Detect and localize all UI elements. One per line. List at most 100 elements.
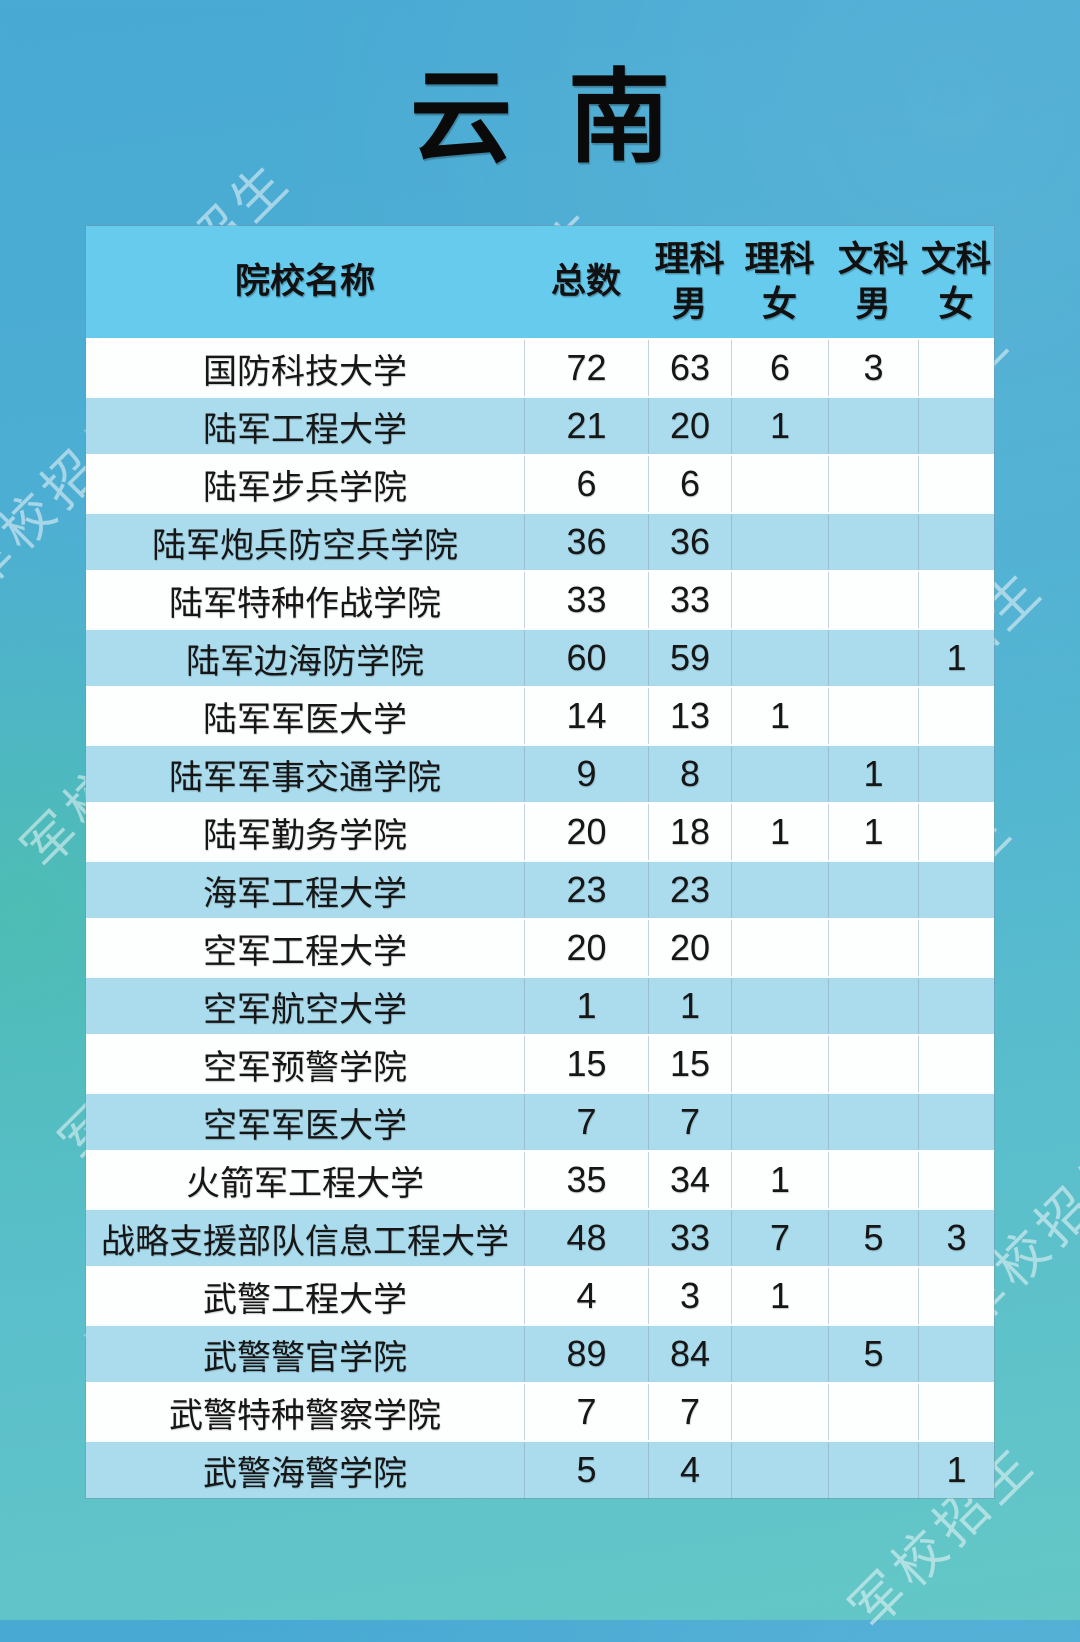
arts-male-cell xyxy=(828,1268,918,1324)
arts-male-cell xyxy=(828,398,918,454)
science-female-cell xyxy=(731,920,828,976)
science-male-cell: 7 xyxy=(648,1094,731,1150)
total-cell: 35 xyxy=(524,1152,648,1208)
table-row: 陆军炮兵防空兵学院 36 36 xyxy=(86,512,994,570)
table-header-row: 院校名称 总数 理科男 理科女 文科男 文科女 xyxy=(86,226,994,338)
science-female-cell xyxy=(731,1384,828,1440)
total-cell: 14 xyxy=(524,688,648,744)
arts-female-cell xyxy=(918,804,994,860)
arts-female-cell xyxy=(918,1094,994,1150)
total-cell: 72 xyxy=(524,340,648,396)
school-name-cell: 空军预警学院 xyxy=(203,1048,407,1087)
table-row: 陆军特种作战学院 33 33 xyxy=(86,570,994,628)
arts-male-cell xyxy=(828,1094,918,1150)
arts-male-cell xyxy=(828,514,918,570)
arts-male-cell xyxy=(828,630,918,686)
arts-female-cell xyxy=(918,1036,994,1092)
arts-male-cell: 5 xyxy=(828,1210,918,1266)
school-name-cell: 海军工程大学 xyxy=(203,874,407,913)
science-male-cell: 13 xyxy=(648,688,731,744)
science-male-cell: 36 xyxy=(648,514,731,570)
science-female-cell: 6 xyxy=(731,340,828,396)
arts-female-cell: 1 xyxy=(918,1442,994,1498)
arts-female-cell xyxy=(918,398,994,454)
science-male-cell: 63 xyxy=(648,340,731,396)
science-female-cell xyxy=(731,1094,828,1150)
school-name-cell: 火箭军工程大学 xyxy=(186,1164,424,1203)
arts-female-cell xyxy=(918,456,994,512)
total-cell: 20 xyxy=(524,920,648,976)
arts-female-cell xyxy=(918,746,994,802)
total-cell: 36 xyxy=(524,514,648,570)
table-row: 陆军军事交通学院 9 8 1 xyxy=(86,744,994,802)
total-cell: 7 xyxy=(524,1094,648,1150)
school-name-cell: 空军军医大学 xyxy=(203,1106,407,1145)
school-name-cell: 国防科技大学 xyxy=(203,352,407,391)
school-name-cell: 武警海警学院 xyxy=(203,1454,407,1493)
arts-female-cell xyxy=(918,572,994,628)
science-male-cell: 20 xyxy=(648,920,731,976)
arts-male-cell xyxy=(828,1036,918,1092)
science-male-cell: 23 xyxy=(648,862,731,918)
science-female-cell xyxy=(731,630,828,686)
table-row: 武警工程大学 4 3 1 xyxy=(86,1266,994,1324)
arts-male-cell xyxy=(828,1152,918,1208)
total-cell: 5 xyxy=(524,1442,648,1498)
arts-female-cell xyxy=(918,862,994,918)
total-cell: 23 xyxy=(524,862,648,918)
arts-female-cell xyxy=(918,514,994,570)
arts-male-cell xyxy=(828,920,918,976)
total-cell: 6 xyxy=(524,456,648,512)
arts-female-cell xyxy=(918,1268,994,1324)
table-row: 空军航空大学 1 1 xyxy=(86,976,994,1034)
table-row: 陆军勤务学院 20 18 1 1 xyxy=(86,802,994,860)
school-name-cell: 陆军军医大学 xyxy=(203,700,407,739)
science-female-cell: 1 xyxy=(731,1152,828,1208)
science-female-cell xyxy=(731,514,828,570)
science-male-cell: 1 xyxy=(648,978,731,1034)
arts-male-cell xyxy=(828,862,918,918)
science-male-cell: 4 xyxy=(648,1442,731,1498)
table-row: 陆军步兵学院 6 6 xyxy=(86,454,994,512)
arts-male-cell xyxy=(828,1384,918,1440)
science-male-cell: 18 xyxy=(648,804,731,860)
science-male-cell: 33 xyxy=(648,572,731,628)
school-name-cell: 陆军特种作战学院 xyxy=(169,584,441,623)
arts-female-cell: 3 xyxy=(918,1210,994,1266)
arts-female-cell xyxy=(918,1152,994,1208)
total-cell: 20 xyxy=(524,804,648,860)
table-body: 国防科技大学 72 63 6 3 陆军工程大学 21 20 1 陆军步兵学院 6… xyxy=(86,338,994,1498)
table-row: 武警特种警察学院 7 7 xyxy=(86,1382,994,1440)
table-row: 战略支援部队信息工程大学 48 33 7 5 3 xyxy=(86,1208,994,1266)
science-female-cell: 1 xyxy=(731,398,828,454)
total-cell: 33 xyxy=(524,572,648,628)
table-row: 空军军医大学 7 7 xyxy=(86,1092,994,1150)
header-cell-total: 总数 xyxy=(550,262,621,302)
school-name-cell: 陆军勤务学院 xyxy=(203,816,407,855)
total-cell: 9 xyxy=(524,746,648,802)
arts-male-cell: 1 xyxy=(828,746,918,802)
arts-male-cell xyxy=(828,688,918,744)
table-row: 国防科技大学 72 63 6 3 xyxy=(86,338,994,396)
arts-female-cell xyxy=(918,1384,994,1440)
total-cell: 15 xyxy=(524,1036,648,1092)
science-female-cell xyxy=(731,1326,828,1382)
school-name-cell: 武警工程大学 xyxy=(203,1280,407,1319)
arts-female-cell xyxy=(918,920,994,976)
header-cell-science-female: 理科女 xyxy=(744,239,815,325)
total-cell: 89 xyxy=(524,1326,648,1382)
science-male-cell: 7 xyxy=(648,1384,731,1440)
science-female-cell: 1 xyxy=(731,688,828,744)
science-male-cell: 34 xyxy=(648,1152,731,1208)
table-row: 空军预警学院 15 15 xyxy=(86,1034,994,1092)
arts-male-cell xyxy=(828,1442,918,1498)
science-female-cell xyxy=(731,746,828,802)
arts-female-cell xyxy=(918,978,994,1034)
total-cell: 1 xyxy=(524,978,648,1034)
science-female-cell xyxy=(731,862,828,918)
science-male-cell: 8 xyxy=(648,746,731,802)
science-male-cell: 84 xyxy=(648,1326,731,1382)
science-female-cell xyxy=(731,1442,828,1498)
school-name-cell: 陆军炮兵防空兵学院 xyxy=(152,526,458,565)
table-row: 陆军军医大学 14 13 1 xyxy=(86,686,994,744)
